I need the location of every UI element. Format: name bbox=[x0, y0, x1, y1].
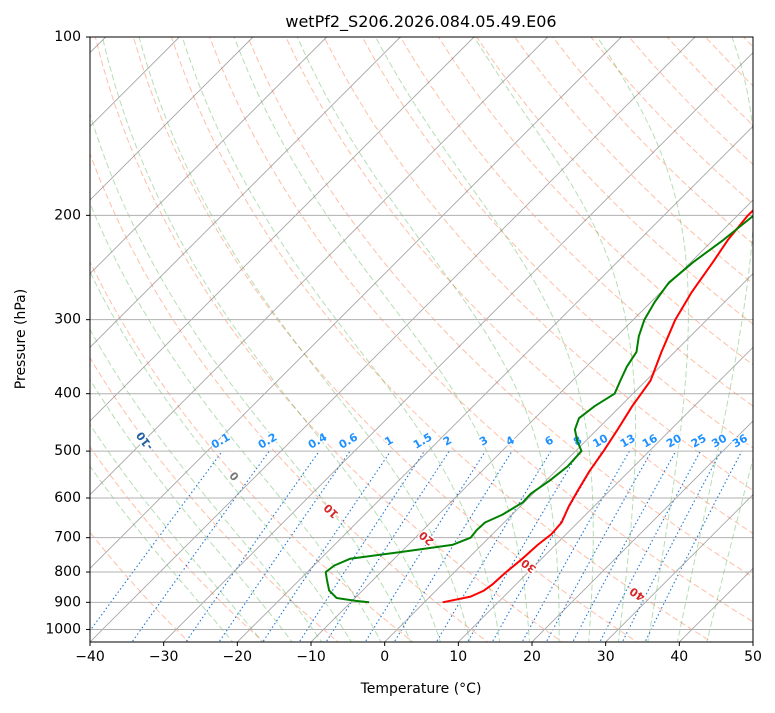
y-tick-label: 900 bbox=[54, 594, 81, 610]
y-axis-label: Pressure (hPa) bbox=[13, 289, 29, 389]
plot-area bbox=[90, 37, 753, 642]
x-tick-label: −20 bbox=[223, 649, 253, 665]
y-tick-label: 600 bbox=[54, 490, 81, 506]
x-tick-label: 30 bbox=[597, 649, 615, 665]
x-tick-label: −40 bbox=[75, 649, 105, 665]
x-tick-label: −30 bbox=[149, 649, 179, 665]
x-tick-label: 50 bbox=[744, 649, 762, 665]
y-tick-label: 800 bbox=[54, 564, 81, 580]
chart-title: wetPf2_S206.2026.084.05.49.E06 bbox=[285, 12, 556, 32]
isotherm-line bbox=[753, 37, 775, 642]
x-tick-label: 20 bbox=[523, 649, 541, 665]
y-tick-label: 300 bbox=[54, 312, 81, 328]
x-tick-label: 0 bbox=[380, 649, 389, 665]
plot-background bbox=[90, 37, 753, 642]
y-tick-label: 500 bbox=[54, 443, 81, 459]
x-axis-label: Temperature (°C) bbox=[360, 681, 482, 697]
y-tick-label: 200 bbox=[54, 207, 81, 223]
y-tick-label: 1000 bbox=[45, 621, 81, 637]
y-tick-label: 700 bbox=[54, 530, 81, 546]
x-tick-label: −10 bbox=[296, 649, 326, 665]
y-tick-label: 400 bbox=[54, 386, 81, 402]
x-tick-label: 10 bbox=[449, 649, 467, 665]
y-tick-label: 100 bbox=[54, 29, 81, 45]
x-tick-label: 40 bbox=[670, 649, 688, 665]
